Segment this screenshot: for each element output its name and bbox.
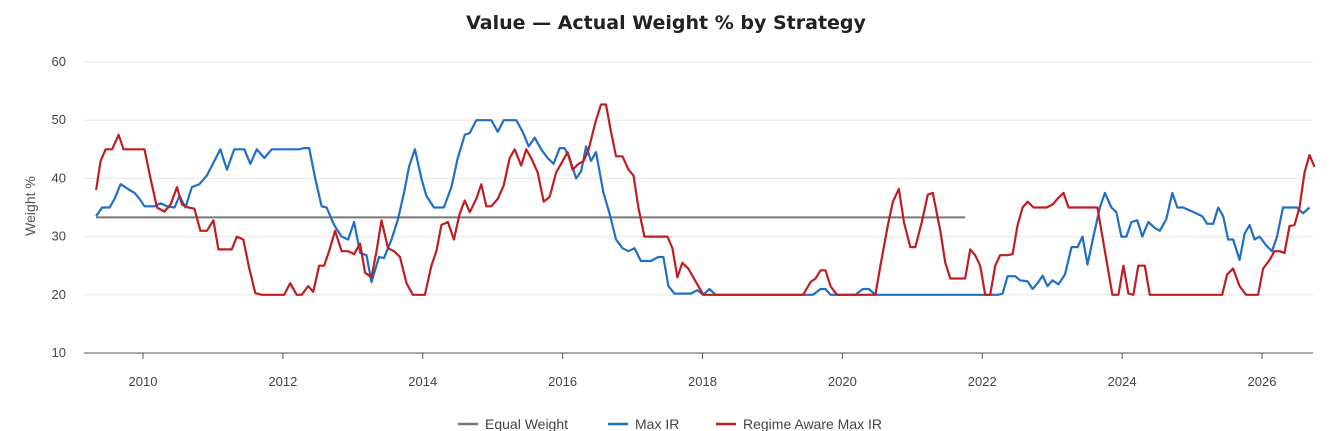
y-axis-ticks: 10 20 30 40 50 60 <box>52 54 66 360</box>
x-tick-label: 2016 <box>548 374 577 389</box>
x-tick-label: 2018 <box>688 374 717 389</box>
series-line-regime-aware-max-ir <box>95 103 1316 296</box>
x-tick-label: 2026 <box>1248 374 1277 389</box>
x-axis-ticks: 2010 2012 2014 2016 2018 2020 2022 2024 2026 <box>129 353 1277 389</box>
legend-label: Max IR <box>635 416 679 431</box>
legend-item[interactable]: Max IR <box>608 416 679 431</box>
legend-item[interactable]: Equal Weight <box>458 416 568 431</box>
gridlines <box>84 61 1313 354</box>
legend-label: Equal Weight <box>485 416 568 431</box>
y-tick-label: 10 <box>52 345 66 360</box>
series-lines <box>95 103 1316 296</box>
series-line-max-ir <box>95 119 1311 296</box>
x-tick-label: 2020 <box>828 374 857 389</box>
x-tick-label: 2012 <box>268 374 297 389</box>
x-tick-label: 2022 <box>968 374 997 389</box>
y-tick-label: 50 <box>52 112 66 127</box>
y-tick-label: 60 <box>52 54 66 69</box>
y-tick-label: 20 <box>52 287 66 302</box>
y-tick-label: 40 <box>52 170 66 185</box>
x-tick-label: 2014 <box>408 374 437 389</box>
legend: Equal Weight Max IR Regime Aware Max IR <box>458 416 882 431</box>
legend-label: Regime Aware Max IR <box>743 416 882 431</box>
x-tick-label: 2024 <box>1108 374 1137 389</box>
y-axis-label: Weight % <box>22 176 38 236</box>
y-tick-label: 30 <box>52 229 66 244</box>
x-tick-label: 2010 <box>129 374 158 389</box>
legend-item[interactable]: Regime Aware Max IR <box>716 416 882 431</box>
chart-title: Value — Actual Weight % by Strategy <box>466 12 866 34</box>
